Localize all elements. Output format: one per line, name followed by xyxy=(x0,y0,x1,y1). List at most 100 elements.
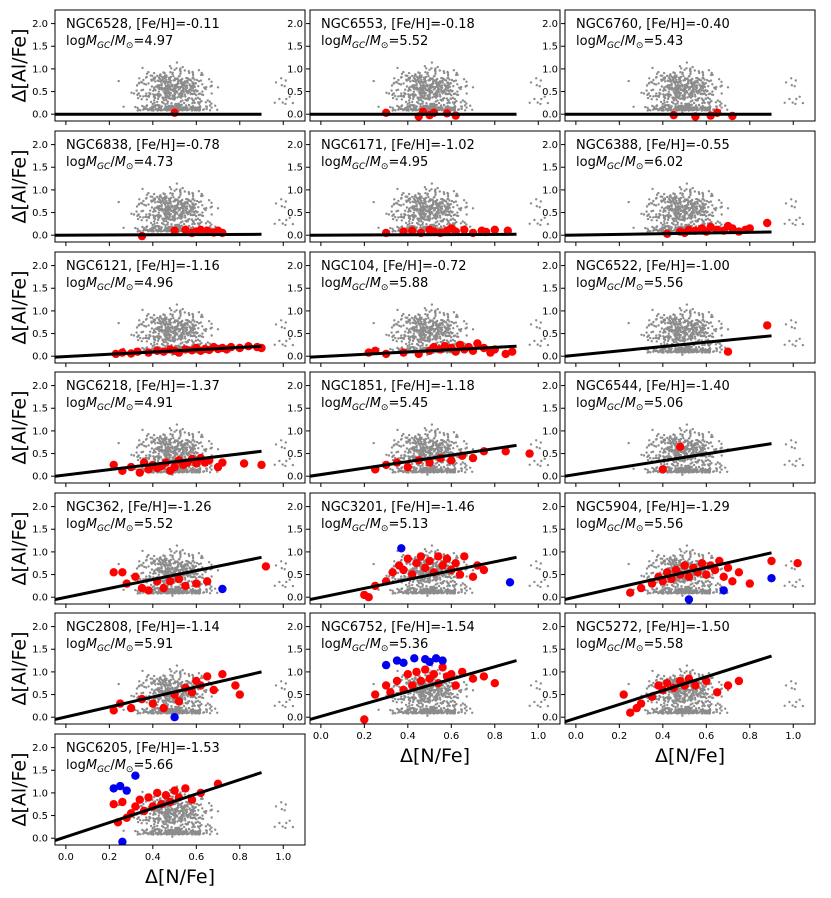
background-point xyxy=(707,69,711,72)
background-point xyxy=(431,77,434,80)
background-point xyxy=(652,95,655,98)
background-point xyxy=(154,80,157,83)
background-point xyxy=(434,69,437,72)
background-point xyxy=(165,219,168,223)
background-point xyxy=(188,71,191,75)
background-point xyxy=(164,333,167,337)
background-point xyxy=(446,192,450,196)
background-point xyxy=(185,84,188,87)
background-point xyxy=(411,221,414,225)
background-point xyxy=(169,91,172,95)
background-point xyxy=(169,205,172,208)
background-point xyxy=(425,223,428,226)
background-point xyxy=(160,82,163,86)
background-point xyxy=(136,338,140,342)
panel-title: NGC6838, [Fe/H]=-0.78 xyxy=(66,138,220,153)
background-point xyxy=(433,224,436,228)
background-point xyxy=(141,187,144,191)
background-point xyxy=(438,93,442,96)
background-point xyxy=(683,189,686,192)
background-point xyxy=(415,203,418,207)
background-point xyxy=(402,324,405,327)
background-point xyxy=(693,214,697,217)
background-point xyxy=(703,199,706,202)
background-point xyxy=(145,94,148,98)
cluster-point xyxy=(490,225,499,234)
background-point xyxy=(175,210,178,214)
background-point xyxy=(171,314,174,318)
background-point xyxy=(184,337,187,340)
plot-area xyxy=(55,182,295,241)
background-point xyxy=(441,98,444,101)
background-point xyxy=(644,105,647,109)
background-point xyxy=(456,90,459,93)
background-point xyxy=(717,199,721,202)
background-point xyxy=(199,200,203,203)
background-point xyxy=(284,79,287,82)
background-point xyxy=(179,206,182,210)
background-point xyxy=(192,341,195,344)
background-point xyxy=(419,75,423,79)
background-point xyxy=(144,204,148,207)
background-point xyxy=(408,96,411,99)
background-point xyxy=(145,98,148,101)
background-point xyxy=(672,201,676,204)
background-point xyxy=(274,323,278,326)
background-point xyxy=(400,215,403,219)
background-point xyxy=(201,204,204,207)
background-point xyxy=(431,104,434,107)
background-point xyxy=(432,206,435,210)
background-point xyxy=(181,88,185,91)
background-point xyxy=(469,225,472,228)
background-point xyxy=(710,71,713,75)
panel-frame xyxy=(54,9,306,122)
background-point xyxy=(176,77,179,80)
background-point xyxy=(142,216,145,219)
background-point xyxy=(681,72,684,76)
background-point xyxy=(646,217,650,221)
background-point xyxy=(661,223,664,227)
background-point xyxy=(156,103,159,107)
y-tick-label: 1.0 xyxy=(542,185,558,196)
background-point xyxy=(200,192,203,196)
background-point xyxy=(419,105,422,108)
background-point xyxy=(662,210,665,213)
background-point xyxy=(783,101,786,105)
background-point xyxy=(423,95,426,98)
background-point xyxy=(433,95,436,98)
background-point xyxy=(411,218,415,222)
background-point xyxy=(171,72,174,76)
background-point xyxy=(798,216,801,219)
background-point xyxy=(274,81,278,84)
background-point xyxy=(645,84,649,87)
background-point xyxy=(400,98,403,101)
background-point xyxy=(419,93,422,97)
background-point xyxy=(138,198,141,201)
background-point xyxy=(529,81,533,84)
background-point xyxy=(663,225,666,228)
background-point xyxy=(398,82,401,86)
background-point xyxy=(446,198,449,201)
background-point xyxy=(394,215,397,219)
background-point xyxy=(465,201,468,204)
background-point xyxy=(390,84,394,87)
background-point xyxy=(411,195,414,199)
background-point xyxy=(692,204,695,208)
background-point xyxy=(143,203,146,207)
background-point xyxy=(438,81,441,84)
background-point xyxy=(686,83,689,86)
background-point xyxy=(188,331,191,334)
background-point xyxy=(692,211,695,215)
background-point xyxy=(405,200,408,203)
background-point xyxy=(393,77,396,80)
background-point xyxy=(191,71,195,75)
background-point xyxy=(424,192,427,195)
background-point xyxy=(403,108,406,111)
background-point xyxy=(175,207,178,210)
background-point xyxy=(456,204,459,207)
background-point xyxy=(439,86,442,89)
background-point xyxy=(396,88,400,92)
background-point xyxy=(419,96,422,100)
background-point xyxy=(444,207,448,210)
background-point xyxy=(788,218,791,222)
